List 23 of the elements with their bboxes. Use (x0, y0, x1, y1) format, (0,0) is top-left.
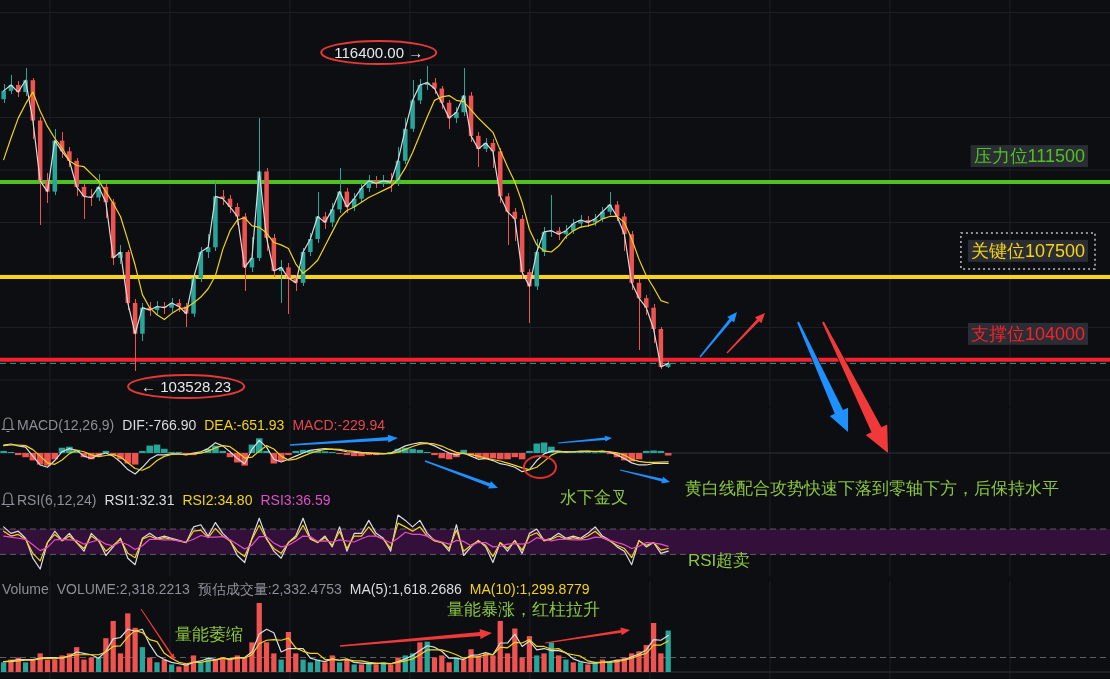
ref-line-label: 关键位107500 (970, 240, 1085, 261)
series-label: RSI1:32.31 (104, 492, 175, 508)
text: MA(5):1,618.2686 (349, 581, 463, 597)
chart-title: MACD(12,26,9) (17, 417, 115, 433)
series-label: DIF:-766.90 (122, 417, 197, 433)
text: RSI3:36.59 (260, 492, 331, 508)
chart-title: Volume (2, 581, 49, 597)
series-label: MACD:-229.94 (292, 417, 386, 433)
text: 116400.00 → (334, 44, 424, 61)
ref-line-label: 支撑位104000 (970, 323, 1085, 344)
annotation: 量能暴涨，红柱拉升 (447, 600, 600, 619)
series-label: RSI2:34.80 (182, 492, 253, 508)
text: MA(10):1,299.8779 (469, 581, 590, 597)
chart-subtitle: VOLUME:2,318.2213 (56, 581, 190, 597)
text: 水下金叉 (560, 488, 628, 507)
text: ← 103528.23 (141, 378, 232, 395)
ref-line-label: 压力位111500 (973, 146, 1085, 167)
chart-title: RSI(6,12,24) (17, 492, 97, 508)
text: 黄白线配合攻势快速下落到零轴下方，后保持水平 (685, 479, 1059, 498)
annotation: RSI超卖 (688, 551, 751, 570)
series-label: DEA:-651.93 (204, 417, 285, 433)
annotation: 量能萎缩 (175, 625, 243, 644)
text: 预估成交量:2,332.4753 (197, 581, 342, 597)
